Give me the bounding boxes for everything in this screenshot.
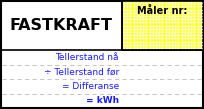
Text: Måler nr:: Måler nr: bbox=[137, 6, 188, 16]
Text: = Differanse: = Differanse bbox=[62, 82, 119, 91]
Text: = kWh: = kWh bbox=[86, 96, 119, 105]
Bar bbox=[122, 1, 203, 50]
Text: FASTKRAFT: FASTKRAFT bbox=[10, 18, 112, 32]
Text: ÷ Tellerstand før: ÷ Tellerstand før bbox=[44, 67, 119, 76]
Text: Tellerstand nå: Tellerstand nå bbox=[55, 53, 119, 62]
